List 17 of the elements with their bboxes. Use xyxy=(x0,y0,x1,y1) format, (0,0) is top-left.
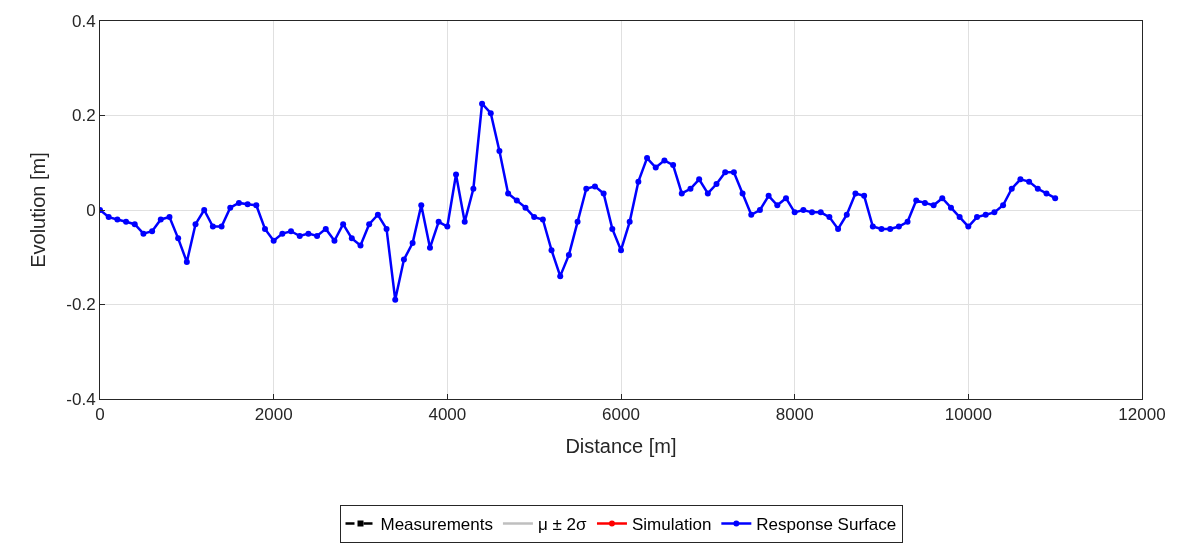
x-tick-label: 6000 xyxy=(602,405,640,425)
x-axis-title: Distance [m] xyxy=(565,434,677,457)
y-tick-label: 0.4 xyxy=(71,11,96,31)
legend-label: μ ± 2σ xyxy=(537,515,587,535)
y-axis-title: Evolution [m] xyxy=(26,152,49,268)
y-tick-label: -0.2 xyxy=(66,295,96,315)
x-tick-label: 10000 xyxy=(944,405,992,425)
x-tick-label: 12000 xyxy=(1118,405,1166,425)
x-tick-label: 8000 xyxy=(775,405,814,425)
x-tick-label: 4000 xyxy=(428,405,467,425)
y-tick-label: -0.4 xyxy=(66,389,96,409)
y-tick-label: 0.2 xyxy=(71,106,96,126)
legend-label: Simulation xyxy=(631,515,712,535)
x-tick-label: 2000 xyxy=(254,405,293,425)
legend-label: Response Surface xyxy=(756,515,897,535)
legend-label: Measurements xyxy=(380,515,493,535)
y-tick-label: 0 xyxy=(86,200,96,220)
